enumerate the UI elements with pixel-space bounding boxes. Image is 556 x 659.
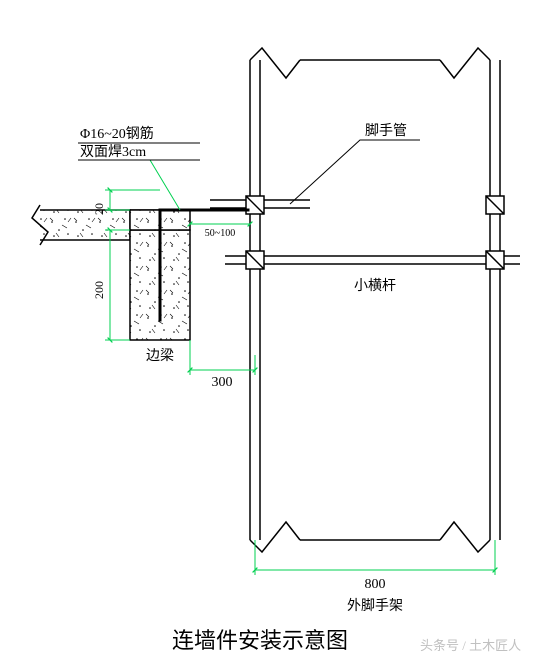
crossbar — [225, 256, 520, 264]
watermark-text: 头条号 / 土木匠人 — [420, 638, 521, 653]
dim-300: 300 — [212, 375, 233, 390]
concrete — [32, 205, 190, 340]
label-beam: 边梁 — [146, 348, 174, 364]
dim-20: 20 — [92, 203, 106, 215]
label-scaffold: 外脚手架 — [347, 598, 403, 614]
dim-200: 200 — [92, 281, 106, 299]
label-crossbar: 小横杆 — [354, 278, 396, 294]
couplers — [246, 196, 504, 269]
dim-800: 800 — [365, 577, 386, 592]
dim-50-100: 50~100 — [205, 228, 235, 239]
label-pipe: 脚手管 — [365, 123, 407, 139]
wall-tie-diagram: 20 200 50~100 300 800 Φ16~20钢筋 双面焊3cm 脚手… — [0, 0, 556, 659]
label-rebar-1: Φ16~20钢筋 — [80, 125, 154, 142]
diagram-title: 连墙件安装示意图 — [172, 628, 348, 653]
label-rebar-2: 双面焊3cm — [80, 144, 146, 160]
